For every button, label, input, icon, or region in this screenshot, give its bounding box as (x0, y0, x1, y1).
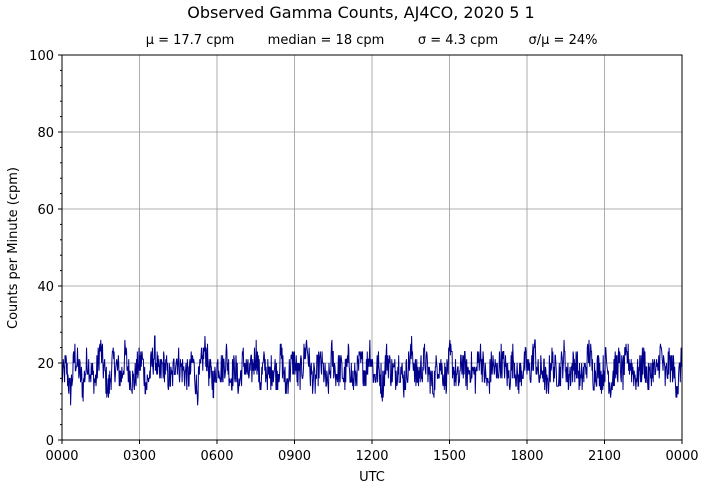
y-tick-label: 20 (37, 357, 54, 372)
x-tick-label: 0900 (278, 449, 311, 464)
y-tick-label: 0 (46, 434, 54, 449)
x-tick-label: 0000 (45, 449, 78, 464)
y-axis-label: Counts per Minute (cpm) (6, 167, 21, 329)
stat-label: σ = 4.3 cpm (418, 33, 498, 48)
y-tick-label: 100 (29, 49, 54, 64)
x-tick-label: 0000 (665, 449, 698, 464)
x-axis: 0000 0300 0600 0900 1200 1500 1800 2100 0000 (45, 440, 699, 464)
y-axis: 0 20 40 60 80 100 (29, 49, 62, 449)
y-tick-label: 40 (37, 280, 54, 295)
y-tick-label: 80 (37, 126, 54, 141)
x-tick-label: 1200 (355, 449, 388, 464)
x-tick-label: 2100 (588, 449, 621, 464)
stat-label: median = 18 cpm (268, 33, 385, 48)
x-axis-label: UTC (359, 470, 385, 485)
stats-line: μ = 17.7 cpm median = 18 cpm σ = 4.3 cpm σ/… (146, 33, 598, 48)
stat-label: μ = 17.7 cpm (146, 33, 235, 48)
x-tick-label: 1800 (510, 449, 543, 464)
x-tick-label: 0300 (123, 449, 156, 464)
x-tick-label: 0600 (200, 449, 233, 464)
y-tick-label: 60 (37, 203, 54, 218)
series-line (61, 335, 683, 406)
stat-label: σ/μ = 24% (529, 33, 598, 48)
grid (62, 55, 682, 440)
x-tick-label: 1500 (433, 449, 466, 464)
series-group (61, 335, 683, 406)
chart-title: Observed Gamma Counts, AJ4CO, 2020 5 1 (187, 3, 534, 22)
